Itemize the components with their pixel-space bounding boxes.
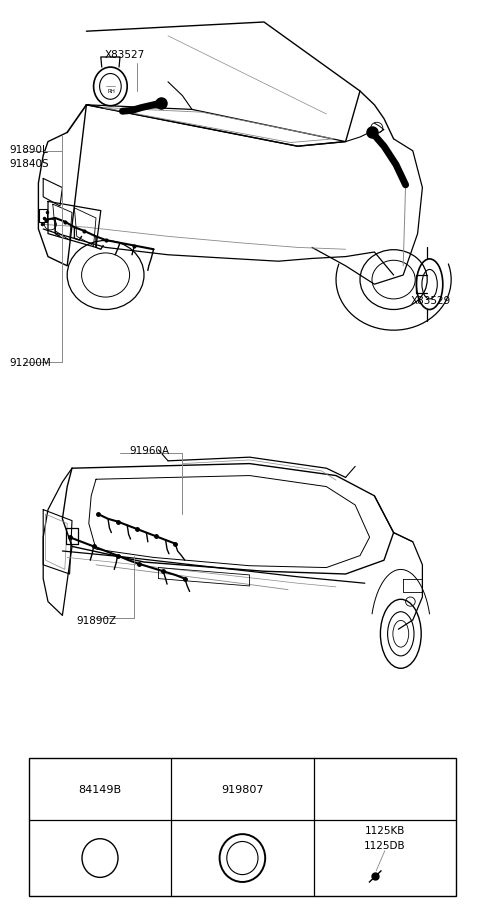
Text: 91840S: 91840S — [10, 159, 49, 168]
Text: 919807: 919807 — [221, 784, 264, 794]
Text: 91890Z: 91890Z — [77, 616, 117, 625]
Bar — [29, 758, 456, 896]
Text: 91200M: 91200M — [10, 358, 51, 368]
Text: 91960A: 91960A — [130, 446, 170, 455]
Text: 1125KB: 1125KB — [365, 825, 405, 835]
Text: X83529: X83529 — [410, 296, 451, 305]
Text: 84149B: 84149B — [78, 784, 121, 794]
Text: X83527: X83527 — [105, 51, 145, 60]
Text: RH: RH — [108, 88, 115, 94]
Text: 91890L: 91890L — [10, 145, 48, 154]
Text: 1125DB: 1125DB — [364, 840, 406, 850]
